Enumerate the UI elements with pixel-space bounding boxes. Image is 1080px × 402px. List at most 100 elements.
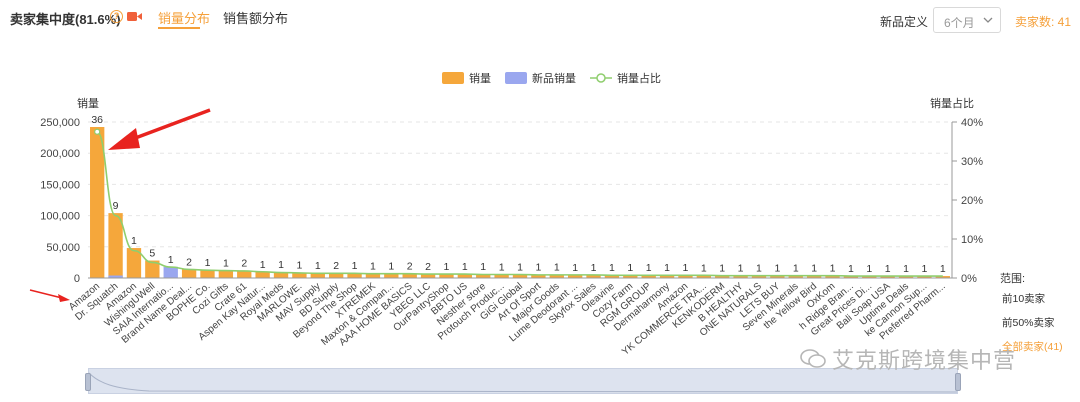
- bar-sales: [200, 269, 215, 278]
- bar-sales: [237, 270, 252, 278]
- legend-label-new-sales: 新品销量: [532, 73, 576, 85]
- bar-data-label: 1: [205, 257, 211, 269]
- bar-sales: [567, 274, 583, 278]
- bar-data-label: 1: [591, 262, 597, 274]
- bar-data-label: 1: [315, 260, 321, 272]
- bar-sales: [329, 273, 344, 278]
- y-tick-left: 150,000: [40, 179, 80, 191]
- bar-sales: [90, 126, 105, 278]
- bar-sales: [549, 274, 564, 278]
- bar-data-label: 1: [646, 262, 652, 274]
- bar-sales: [843, 275, 859, 278]
- bar-sales: [751, 275, 767, 278]
- chevron-down-icon: [983, 17, 993, 23]
- bar-sales: [806, 275, 822, 278]
- range-option-top50[interactable]: 前50%卖家: [1002, 317, 1055, 329]
- bar-data-label: 1: [756, 262, 762, 274]
- bar-data-label: 2: [186, 256, 192, 268]
- red-arrow-main-head: [108, 128, 140, 150]
- bar-sales: [108, 213, 123, 278]
- bar-sales: [898, 275, 914, 278]
- chart-legend: 销量 新品销量 销量占比: [442, 70, 675, 86]
- bar-data-label: 1: [554, 262, 560, 274]
- bar-sales: [439, 273, 454, 278]
- bar-data-label: 5: [149, 248, 155, 260]
- bar-data-label: 2: [425, 261, 431, 273]
- bar-sales: [770, 275, 785, 278]
- bar-data-label: 2: [407, 261, 413, 273]
- bar-sales: [678, 275, 693, 278]
- bar-data-label: 1: [223, 258, 229, 270]
- watermark-text: 艾克斯跨境集中营: [832, 349, 1017, 374]
- bar-data-label: 1: [131, 235, 137, 247]
- slider-handle-right[interactable]: [955, 373, 961, 391]
- bar-sales: [402, 273, 417, 278]
- bar-sales: [347, 273, 362, 278]
- red-arrow-main-shaft: [129, 108, 211, 142]
- bar-data-label: 1: [388, 260, 394, 272]
- tab-sales-amount-distribution[interactable]: 销售额分布: [223, 11, 289, 26]
- y-tick-right: 0%: [961, 273, 977, 285]
- bar-data-label: 2: [333, 260, 339, 272]
- bar-sales: [715, 275, 730, 278]
- legend-item-sales[interactable]: 销量: [442, 70, 491, 86]
- y-tick-right: 10%: [961, 234, 983, 246]
- bar-sales: [825, 275, 840, 278]
- data-zoom-slider[interactable]: [85, 368, 961, 394]
- bar-data-label: 1: [940, 263, 946, 275]
- bar-sales: [623, 275, 638, 278]
- share-line-path: [96, 130, 943, 277]
- grid-lines: [88, 121, 952, 248]
- bar-sales: [531, 274, 546, 278]
- axes: 0 50,000 100,000 150,000 200,000 250,000 0% 10%…: [40, 96, 983, 358]
- bar-data-label: 1: [480, 261, 486, 273]
- range-option-all[interactable]: 全部卖家(41): [1002, 341, 1063, 353]
- bar-data-label: 1: [462, 261, 468, 273]
- bar-data-label: 1: [517, 261, 523, 273]
- annotation-arrows: [29, 108, 211, 302]
- bar-data-label: 1: [848, 263, 854, 275]
- y-tick-left: 0: [74, 273, 80, 285]
- tab-sales-distribution[interactable]: 销量分布: [158, 11, 211, 26]
- bar-sales: [604, 274, 620, 278]
- help-icon[interactable]: ?: [110, 10, 123, 23]
- bar-data-label: 1: [866, 263, 872, 275]
- bar-sales: [292, 272, 307, 278]
- legend-label-share: 销量占比: [617, 73, 661, 85]
- new-product-period-select[interactable]: 6个月: [933, 7, 1001, 33]
- range-option-top10[interactable]: 前10卖家: [1002, 293, 1046, 305]
- bar-sales: [273, 272, 289, 278]
- bar-data-label: 1: [260, 259, 266, 271]
- bar-sales: [733, 275, 748, 278]
- slider-handle-left[interactable]: [85, 373, 91, 391]
- y-tick-right: 30%: [961, 156, 983, 168]
- bar-data-label: 1: [499, 261, 505, 273]
- legend-item-share[interactable]: 销量占比: [590, 70, 661, 86]
- bar-sales: [126, 248, 142, 278]
- bar-new-sales: [163, 266, 178, 278]
- bar-sales: [310, 273, 325, 278]
- bar-data-label: 1: [811, 263, 817, 275]
- bar-sales: [457, 274, 473, 278]
- bar-data-label: 1: [168, 254, 174, 266]
- bar-data-label: 1: [370, 260, 376, 272]
- bar-data-label: 1: [627, 262, 633, 274]
- red-arrow-small-shaft: [29, 289, 63, 299]
- bar-data-label: 1: [296, 260, 302, 272]
- bar-data-label: 1: [922, 263, 928, 275]
- bar-sales: [476, 274, 491, 278]
- bar-sales: [586, 274, 601, 278]
- legend-swatch-sales: [442, 72, 464, 84]
- bar-sales: [255, 271, 270, 278]
- legend-label-sales: 销量: [469, 73, 491, 85]
- bar-data-label: 1: [793, 263, 799, 275]
- bar-data-label: 1: [664, 262, 670, 274]
- video-icon[interactable]: [127, 11, 142, 22]
- bar-data-label: 1: [444, 261, 450, 273]
- y-axis-title-left: 销量: [77, 96, 99, 110]
- legend-item-new-sales[interactable]: 新品销量: [505, 70, 576, 86]
- watermark: 艾克斯跨境集中营: [800, 343, 1016, 375]
- legend-swatch-share: [590, 73, 612, 83]
- active-tab-underline: [158, 27, 200, 29]
